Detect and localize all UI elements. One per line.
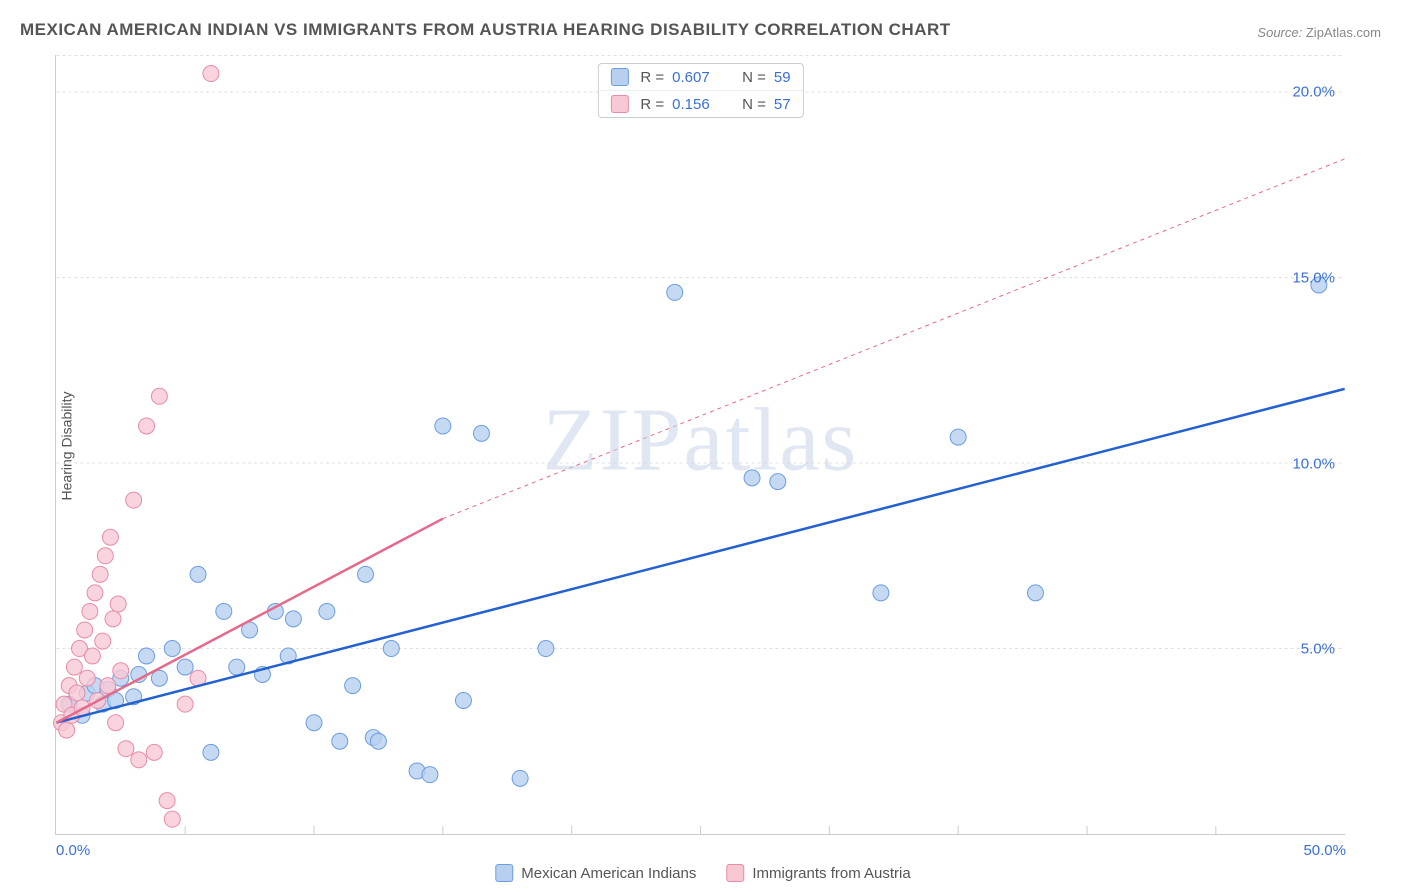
source-label: Source: [1257,25,1302,40]
swatch-blue [610,68,628,86]
r-value-blue: 0.607 [672,69,722,86]
n-label: N = [742,69,766,86]
legend-item-pink: Immigrants from Austria [726,864,910,882]
n-value-blue: 59 [774,69,791,86]
n-value-pink: 57 [774,96,791,113]
legend-label-blue: Mexican American Indians [521,865,696,882]
swatch-blue-icon [495,864,513,882]
ytick-label: 20.0% [1292,84,1335,101]
r-label: R = [640,96,664,113]
ytick-label: 10.0% [1292,455,1335,472]
r-label: R = [640,69,664,86]
swatch-pink-icon [726,864,744,882]
chart-title: MEXICAN AMERICAN INDIAN VS IMMIGRANTS FR… [20,20,951,40]
legend-item-blue: Mexican American Indians [495,864,696,882]
bottom-legend: Mexican American Indians Immigrants from… [495,864,910,882]
n-label: N = [742,96,766,113]
xtick-label: 0.0% [56,842,90,859]
ytick-label: 15.0% [1292,269,1335,286]
legend-label-pink: Immigrants from Austria [752,865,910,882]
stats-legend: R = 0.607 N = 59 R = 0.156 N = 57 [597,63,803,118]
source-value: ZipAtlas.com [1306,25,1381,40]
stats-row-blue: R = 0.607 N = 59 [598,64,802,90]
chart-container: MEXICAN AMERICAN INDIAN VS IMMIGRANTS FR… [0,0,1406,892]
plot-svg [56,55,1345,834]
swatch-pink [610,95,628,113]
xtick-label: 50.0% [1303,842,1346,859]
stats-row-pink: R = 0.156 N = 57 [598,90,802,117]
ytick-label: 5.0% [1301,641,1335,658]
source-attribution: Source: ZipAtlas.com [1257,25,1381,40]
plot-area: ZIPatlas R = 0.607 N = 59 R = 0.156 N = … [55,55,1345,835]
r-value-pink: 0.156 [672,96,722,113]
